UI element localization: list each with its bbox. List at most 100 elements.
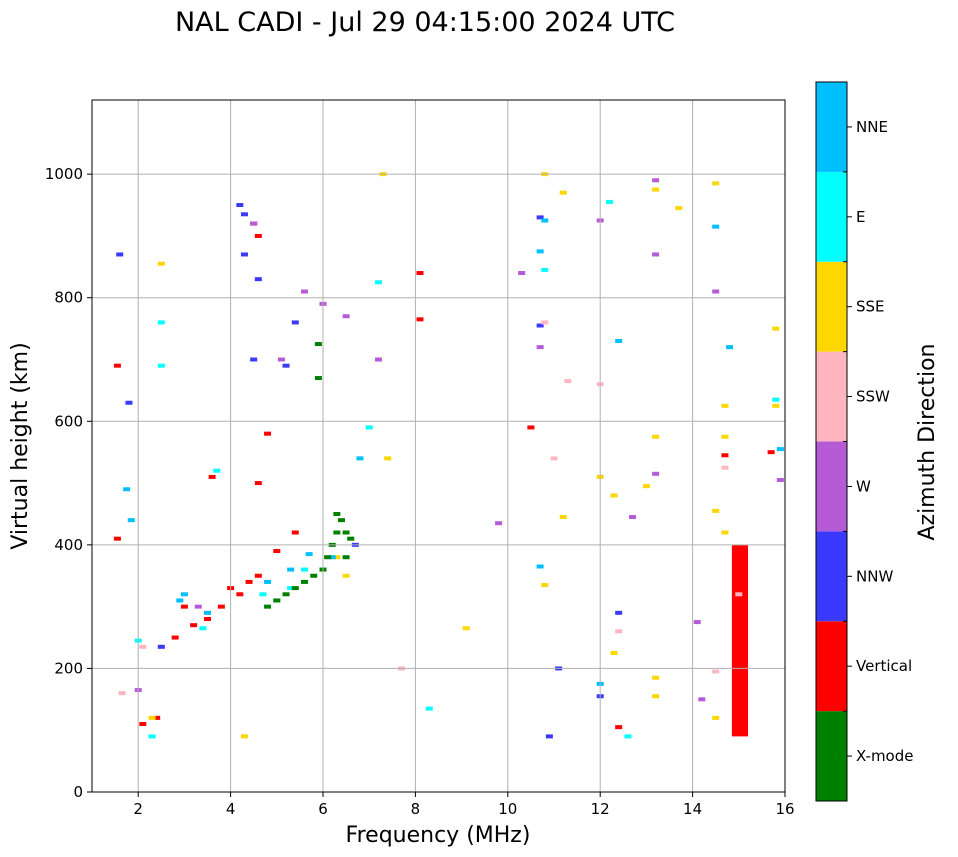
- echo-point-sse: [712, 508, 720, 513]
- echo-point-ssw: [118, 691, 126, 696]
- echo-point-w: [342, 314, 350, 319]
- plot-frame: [91, 99, 786, 793]
- echo-point-nne: [264, 579, 272, 584]
- echo-point-e: [624, 734, 632, 739]
- colorbar-label: Azimuth Direction: [915, 343, 940, 540]
- x-tick-label: 6: [318, 800, 328, 818]
- echo-point-ssw: [712, 669, 720, 674]
- echo-point-vertical: [291, 530, 299, 535]
- echo-point-nnw: [250, 357, 258, 362]
- colorbar-segment-e: [816, 171, 847, 262]
- echo-point-vertical: [254, 481, 262, 486]
- echo-point-sse: [541, 583, 549, 588]
- echo-point-x-mode: [342, 530, 350, 535]
- echo-point-vertical: [113, 536, 121, 541]
- echo-point-nnw: [282, 363, 290, 368]
- echo-point-nnw: [240, 212, 248, 217]
- echo-point-w: [518, 271, 526, 275]
- echo-point-w: [652, 471, 660, 476]
- y-tick-label: 0: [73, 783, 83, 801]
- echo-point-vertical: [204, 617, 211, 621]
- echo-point-sse: [721, 434, 729, 439]
- echo-point-ssw: [541, 320, 549, 325]
- echo-point-x-mode: [282, 592, 290, 597]
- echo-point-vertical: [264, 431, 272, 436]
- echo-point-x-mode: [291, 586, 299, 591]
- echo-point-nnw: [536, 215, 544, 220]
- colorbar-label-x-mode: X-mode: [856, 747, 913, 765]
- echo-point-ssw: [550, 456, 558, 461]
- x-tick-label: 10: [498, 800, 517, 818]
- echo-point-vertical: [190, 623, 198, 628]
- echo-point-nne: [536, 249, 544, 254]
- echo-point-nne: [712, 224, 720, 229]
- y-tick-label: 400: [54, 536, 83, 554]
- echo-point-vertical: [208, 474, 216, 479]
- echo-point-ssw: [564, 379, 572, 384]
- echo-point-x-mode: [314, 376, 322, 381]
- echo-point-x-mode: [273, 598, 281, 603]
- echo-point-w: [194, 604, 202, 609]
- echo-point-w: [536, 345, 544, 350]
- echo-point-sse: [157, 261, 165, 266]
- echo-point-vertical: [236, 592, 244, 597]
- x-tick-label: 16: [775, 800, 794, 818]
- echo-point-vertical: [153, 715, 161, 720]
- echo-point-vertical: [180, 604, 188, 609]
- echo-point-w: [495, 521, 503, 526]
- echo-bar-vertical: [731, 544, 749, 737]
- echo-point-nne: [127, 518, 135, 523]
- echo-point-w: [301, 289, 309, 294]
- echo-point-vertical: [767, 450, 775, 455]
- echo-point-e: [213, 468, 221, 473]
- x-axis-label: Frequency (MHz): [346, 823, 531, 848]
- echo-point-sse: [342, 573, 350, 578]
- echo-point-vertical: [113, 363, 121, 368]
- echo-point-w: [250, 221, 258, 226]
- echo-point-sse: [675, 206, 683, 211]
- echo-point-w: [652, 252, 660, 257]
- echo-point-nne: [536, 564, 544, 569]
- echo-point-sse: [462, 626, 470, 631]
- echo-point-x-mode: [347, 536, 355, 541]
- y-tick-label: 800: [54, 289, 83, 307]
- echo-point-x-mode: [342, 555, 350, 560]
- echo-point-nnw: [545, 734, 553, 739]
- echo-point-vertical: [273, 549, 281, 554]
- echo-point-vertical: [416, 317, 424, 322]
- colorbar-segment-x-mode: [816, 711, 847, 801]
- colorbar-segment-nne: [816, 82, 847, 172]
- echo-point-e: [425, 706, 433, 711]
- echo-point-x-mode: [333, 530, 341, 535]
- x-tick-label: 14: [683, 800, 702, 818]
- echo-point-w: [277, 357, 285, 362]
- echo-point-nne: [287, 567, 295, 572]
- echo-point-nne: [204, 610, 211, 615]
- echo-point-nnw: [536, 323, 544, 328]
- echo-point-w: [712, 289, 720, 294]
- colorbar-segment-w: [816, 441, 847, 532]
- echo-point-w: [776, 477, 784, 482]
- echo-point-w: [629, 515, 637, 520]
- echo-point-nnw: [116, 252, 124, 257]
- echo-point-e: [148, 734, 156, 739]
- echo-point-sse: [772, 326, 780, 331]
- echo-point-sse: [559, 515, 567, 520]
- echo-point-sse: [652, 434, 660, 439]
- echo-point-e: [301, 567, 309, 572]
- echo-point-x-mode: [301, 579, 309, 584]
- y-tick-label: 600: [54, 412, 83, 430]
- echo-point-ssw: [139, 644, 147, 649]
- echo-point-sse: [772, 403, 780, 408]
- echo-point-sse: [240, 734, 248, 739]
- echo-point-sse: [333, 555, 341, 560]
- echo-point-x-mode: [264, 604, 272, 609]
- echo-point-nnw: [615, 610, 623, 615]
- y-tick-label: 1000: [45, 165, 83, 183]
- echo-point-nne: [180, 592, 188, 597]
- echo-point-e: [605, 199, 613, 204]
- echo-point-ssw: [721, 465, 729, 470]
- colorbar-label-nne: NNE: [856, 118, 888, 136]
